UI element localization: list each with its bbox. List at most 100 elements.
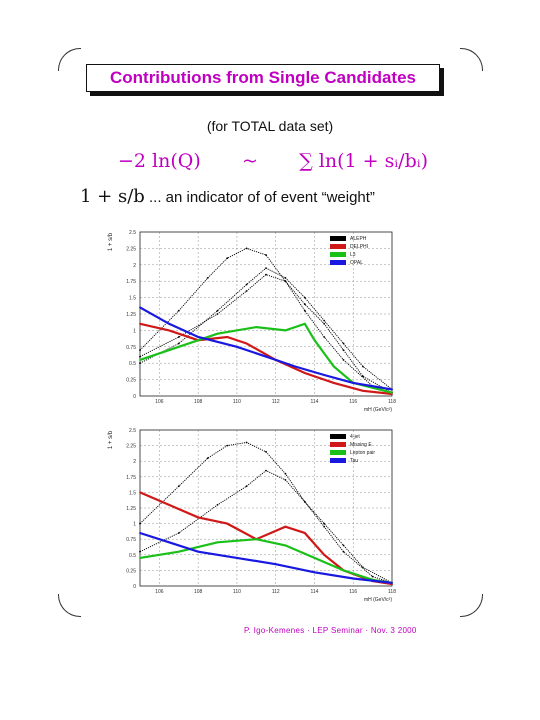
indicator-text: ... an indicator of of event “weight”	[144, 189, 375, 206]
x-tick-label: 108	[194, 399, 203, 405]
data-point	[216, 504, 219, 506]
slide-corner-bottom-left	[58, 594, 81, 617]
data-point	[139, 349, 141, 351]
data-point	[323, 319, 326, 322]
data-point	[342, 359, 345, 361]
data-point	[216, 309, 219, 312]
data-point	[216, 541, 219, 544]
legend-swatch	[330, 450, 346, 455]
data-point	[284, 544, 287, 547]
data-point	[294, 365, 296, 368]
data-point	[303, 296, 306, 299]
data-point	[139, 557, 141, 559]
data-point	[216, 313, 219, 315]
x-tick-label: 106	[155, 399, 164, 405]
data-point	[245, 247, 248, 250]
data-point	[245, 342, 248, 345]
x-axis-label: mH (GeV/c²)	[364, 407, 392, 413]
data-point	[139, 306, 141, 309]
slide-corner-top-left	[58, 48, 81, 71]
plot-by-experiment: 0 0.25 0.5 0.75 1 1.25 1.5 1.75 2 2.25 2.5 106 108 11…	[100, 222, 400, 418]
data-point	[206, 277, 209, 279]
data-point	[391, 582, 393, 584]
x-tick-label: 118	[388, 399, 396, 405]
x-tick-label: 118	[388, 589, 396, 595]
formula-left: −2 ln(Q)	[118, 150, 201, 172]
data-point	[332, 382, 335, 384]
y-axis-label: 1 + s/b	[108, 232, 114, 251]
data-point	[226, 444, 229, 447]
y-tick-label: 1.25	[126, 506, 136, 512]
legend-label: L3	[350, 252, 356, 258]
legend-label: Missing E	[350, 442, 372, 448]
data-point	[303, 309, 306, 312]
x-tick-label: 112	[272, 399, 280, 405]
slide-footer: P. Igo-Kemenes · LEP Seminar · Nov. 3 20…	[244, 626, 417, 635]
data-point	[197, 550, 200, 553]
legend-label: DELPHI	[350, 244, 368, 250]
data-point	[303, 372, 306, 374]
y-tick-label: 0	[133, 584, 136, 590]
y-tick-label: 0.75	[126, 345, 136, 351]
data-point	[342, 349, 345, 351]
y-tick-label: 0.75	[126, 537, 136, 543]
data-point	[342, 544, 345, 547]
data-point	[323, 553, 326, 556]
data-point	[139, 550, 141, 553]
indicator-math: 1 + s/b	[80, 186, 145, 207]
data-point	[313, 571, 316, 574]
data-point	[226, 522, 229, 525]
data-point	[303, 322, 306, 325]
data-point	[303, 500, 306, 503]
data-point	[139, 322, 141, 325]
data-point	[177, 485, 180, 488]
data-point	[323, 322, 326, 325]
data-point	[303, 532, 306, 534]
plot-by-channel-svg: 0 0.25 0.5 0.75 1 1.25 1.5 1.75 2 2.25 2.5 106 108 11…	[108, 428, 396, 603]
data-point	[362, 389, 364, 392]
legend-swatch	[330, 434, 346, 439]
data-point	[226, 257, 229, 260]
data-point	[139, 522, 141, 525]
data-point	[323, 522, 326, 525]
series-line	[139, 442, 393, 584]
x-tick-label: 112	[272, 589, 280, 595]
y-tick-label: 2.25	[126, 246, 136, 252]
series-line	[139, 470, 393, 584]
data-point	[391, 388, 393, 391]
y-tick-label: 2.25	[126, 444, 136, 450]
y-tick-label: 1.75	[126, 475, 136, 481]
formula-similar: ~	[242, 150, 258, 172]
x-tick-label: 116	[349, 399, 357, 405]
legend-swatch	[330, 244, 346, 249]
data-point	[313, 339, 316, 342]
y-tick-label: 0.25	[126, 378, 136, 384]
data-point	[323, 525, 326, 528]
data-point	[284, 479, 287, 481]
data-point	[332, 365, 335, 368]
x-tick-label: 110	[233, 399, 241, 405]
data-point	[313, 557, 316, 559]
data-point	[323, 336, 326, 338]
legend-label: ALEPH	[350, 236, 367, 242]
data-point	[168, 322, 170, 325]
y-tick-label: 2	[133, 459, 136, 465]
data-point	[245, 290, 248, 292]
x-tick-label: 114	[310, 399, 318, 405]
data-point	[177, 550, 180, 553]
y-tick-label: 1	[133, 522, 136, 528]
slide-corner-top-right	[460, 48, 483, 71]
x-tick-label: 116	[349, 589, 357, 595]
data-point	[177, 532, 180, 534]
data-point	[284, 525, 287, 528]
data-point	[265, 254, 267, 256]
legend-label: 4-jet	[350, 434, 360, 440]
data-point	[342, 342, 345, 345]
data-point	[284, 472, 287, 475]
y-tick-label: 2	[133, 263, 136, 269]
data-point	[352, 382, 355, 384]
formula-right: ∑ ln(1 + sᵢ/bᵢ)	[299, 150, 428, 172]
series-line	[139, 531, 393, 584]
y-tick-label: 0.25	[126, 568, 136, 574]
data-point	[255, 538, 258, 541]
